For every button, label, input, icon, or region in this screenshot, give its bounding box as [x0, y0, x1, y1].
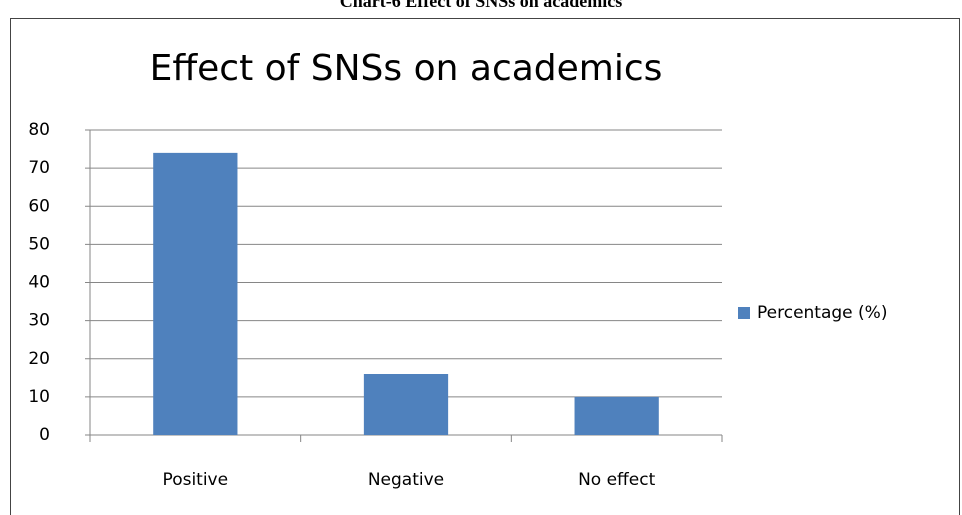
- y-tick-label: 50: [28, 234, 50, 254]
- bar: [574, 396, 659, 435]
- legend-swatch: [738, 307, 750, 319]
- x-tick-label: Positive: [163, 470, 229, 490]
- chart-frame: [10, 18, 960, 515]
- y-tick-label: 20: [28, 349, 50, 369]
- x-tick-label: No effect: [578, 470, 655, 490]
- y-tick-label: 40: [28, 273, 50, 293]
- y-tick-label: 10: [28, 387, 50, 407]
- bar: [153, 152, 238, 435]
- y-tick-label: 30: [28, 311, 50, 331]
- x-tick-label: Negative: [368, 470, 444, 490]
- y-tick-label: 80: [28, 120, 50, 140]
- chart-title: Effect of SNSs on academics: [150, 48, 663, 89]
- bar: [363, 374, 449, 435]
- caption: Chart-6 Effect of SNSs on academics: [340, 0, 622, 11]
- y-tick-label: 70: [28, 158, 50, 178]
- y-tick-label: 60: [28, 196, 50, 216]
- y-tick-label: 0: [39, 425, 50, 445]
- legend-label: Percentage (%): [757, 303, 887, 323]
